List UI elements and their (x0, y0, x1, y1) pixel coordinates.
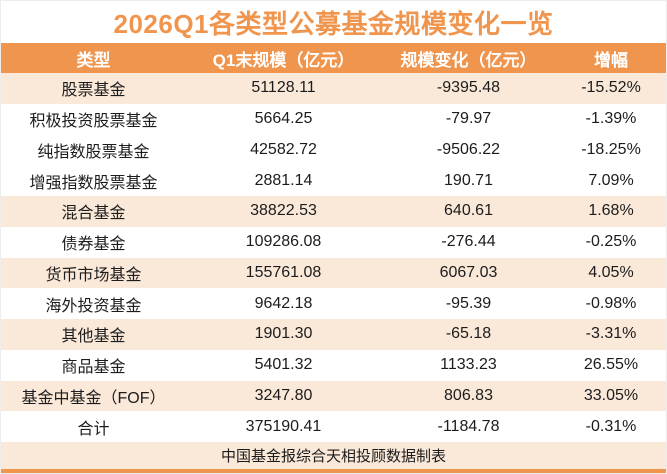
cell-scale-value: 9642.18 (254, 294, 313, 312)
cell-pct-value: -0.25% (585, 233, 637, 251)
header-cell-change: 规模变化（亿元） (400, 50, 537, 70)
cell-fund-type: 其他基金 (61, 328, 126, 346)
cell-fund-type: 混合基金 (61, 205, 126, 223)
cell-pct-value: 4.05% (588, 263, 634, 281)
cell-pct-value: 1.68% (588, 202, 634, 220)
cell-change-value: 6067.03 (439, 263, 498, 281)
cell-scale-value: 5664.25 (254, 110, 313, 128)
cell-scale-value: 38822.53 (250, 202, 317, 220)
table-row: 混合基金 38822.53 640.61 1.68% (1, 196, 666, 227)
cell-fund-type: 商品基金 (61, 359, 126, 377)
table-row: 其他基金 1901.30 -65.18 -3.31% (1, 319, 666, 350)
cell-pct-value: -0.31% (585, 417, 637, 435)
cell-pct-value: -1.39% (585, 110, 637, 128)
cell-fund-type: 海外投资基金 (45, 297, 142, 315)
table-row: 积极投资股票基金 5664.25 -79.97 -1.39% (1, 103, 666, 135)
table-header-row: 类型 Q1末规模（亿元） 规模变化（亿元） 增幅 (1, 43, 666, 73)
cell-scale-value: 109286.08 (245, 233, 322, 251)
cell-fund-type: 积极投资股票基金 (29, 113, 158, 131)
cell-scale-value: 5401.32 (254, 356, 313, 374)
table-row: 债券基金 109286.08 -276.44 -0.25% (1, 226, 666, 258)
cell-scale-value: 51128.11 (251, 79, 316, 97)
cell-pct-value: 26.55% (583, 356, 639, 374)
cell-pct-value: -0.98% (585, 294, 637, 312)
cell-pct-value: 7.09% (588, 171, 634, 189)
cell-change-value: -9506.22 (436, 140, 501, 158)
cell-change-value: 640.61 (444, 202, 493, 220)
cell-fund-type: 增强指数股票基金 (29, 174, 158, 192)
cell-scale-value: 2881.14 (254, 171, 313, 189)
cell-change-value: -1184.78 (437, 417, 500, 435)
table-row: 基金中基金（FOF） 3247.80 806.83 33.05% (1, 380, 666, 412)
cell-fund-type: 合计 (77, 420, 110, 438)
cell-fund-type: 货币市场基金 (45, 266, 142, 284)
cell-scale-value: 155761.08 (245, 263, 322, 281)
cell-fund-type: 纯指数股票基金 (37, 143, 150, 161)
cell-change-value: -79.97 (445, 110, 492, 128)
cell-pct-value: -3.31% (585, 325, 637, 343)
cell-change-value: 1133.23 (440, 356, 497, 374)
cell-scale-value: 1901.30 (254, 325, 313, 343)
table-row: 商品基金 5401.32 1133.23 26.55% (1, 349, 666, 381)
cell-change-value: -65.18 (445, 325, 492, 343)
cell-change-value: -9395.48 (436, 79, 501, 97)
cell-pct-value: -18.25% (581, 140, 641, 158)
table-row: 海外投资基金 9642.18 -95.39 -0.98% (1, 288, 666, 319)
bottom-accent-bar (1, 469, 666, 473)
header-cell-type: 类型 (76, 50, 111, 70)
cell-fund-type: 基金中基金（FOF） (21, 389, 166, 407)
header-cell-pct: 增幅 (594, 50, 628, 70)
cell-pct-value: -15.52% (581, 79, 641, 97)
cell-pct-value: 33.05% (583, 386, 639, 404)
table-row: 增强指数股票基金 2881.14 190.71 7.09% (1, 165, 666, 196)
cell-fund-type: 股票基金 (61, 82, 126, 100)
header-cell-scale: Q1末规模（亿元） (212, 50, 355, 70)
table-row: 股票基金 51128.11 -9395.48 -15.52% (1, 73, 666, 104)
table-row: 合计 375190.41 -1184.78 -0.31% (1, 411, 666, 442)
page-title: 2026Q1各类型公募基金规模变化一览 (113, 8, 554, 39)
table-body: 股票基金 51128.11 -9395.48 -15.52% 积极投资股票基金 … (1, 73, 666, 442)
table-row: 纯指数股票基金 42582.72 -9506.22 -18.25% (1, 134, 666, 166)
cell-scale-value: 375190.41 (245, 417, 322, 435)
cell-change-value: -276.44 (441, 233, 496, 251)
cell-change-value: -95.39 (445, 294, 492, 312)
table-row: 货币市场基金 155761.08 6067.03 4.05% (1, 257, 666, 289)
cell-change-value: 190.71 (444, 171, 493, 189)
cell-fund-type: 债券基金 (61, 236, 126, 254)
cell-change-value: 806.83 (444, 386, 493, 404)
cell-scale-value: 3247.80 (254, 386, 313, 404)
cell-scale-value: 42582.72 (250, 140, 317, 158)
source-note: 中国基金报综合天相投顾数据制表 (1, 442, 666, 469)
